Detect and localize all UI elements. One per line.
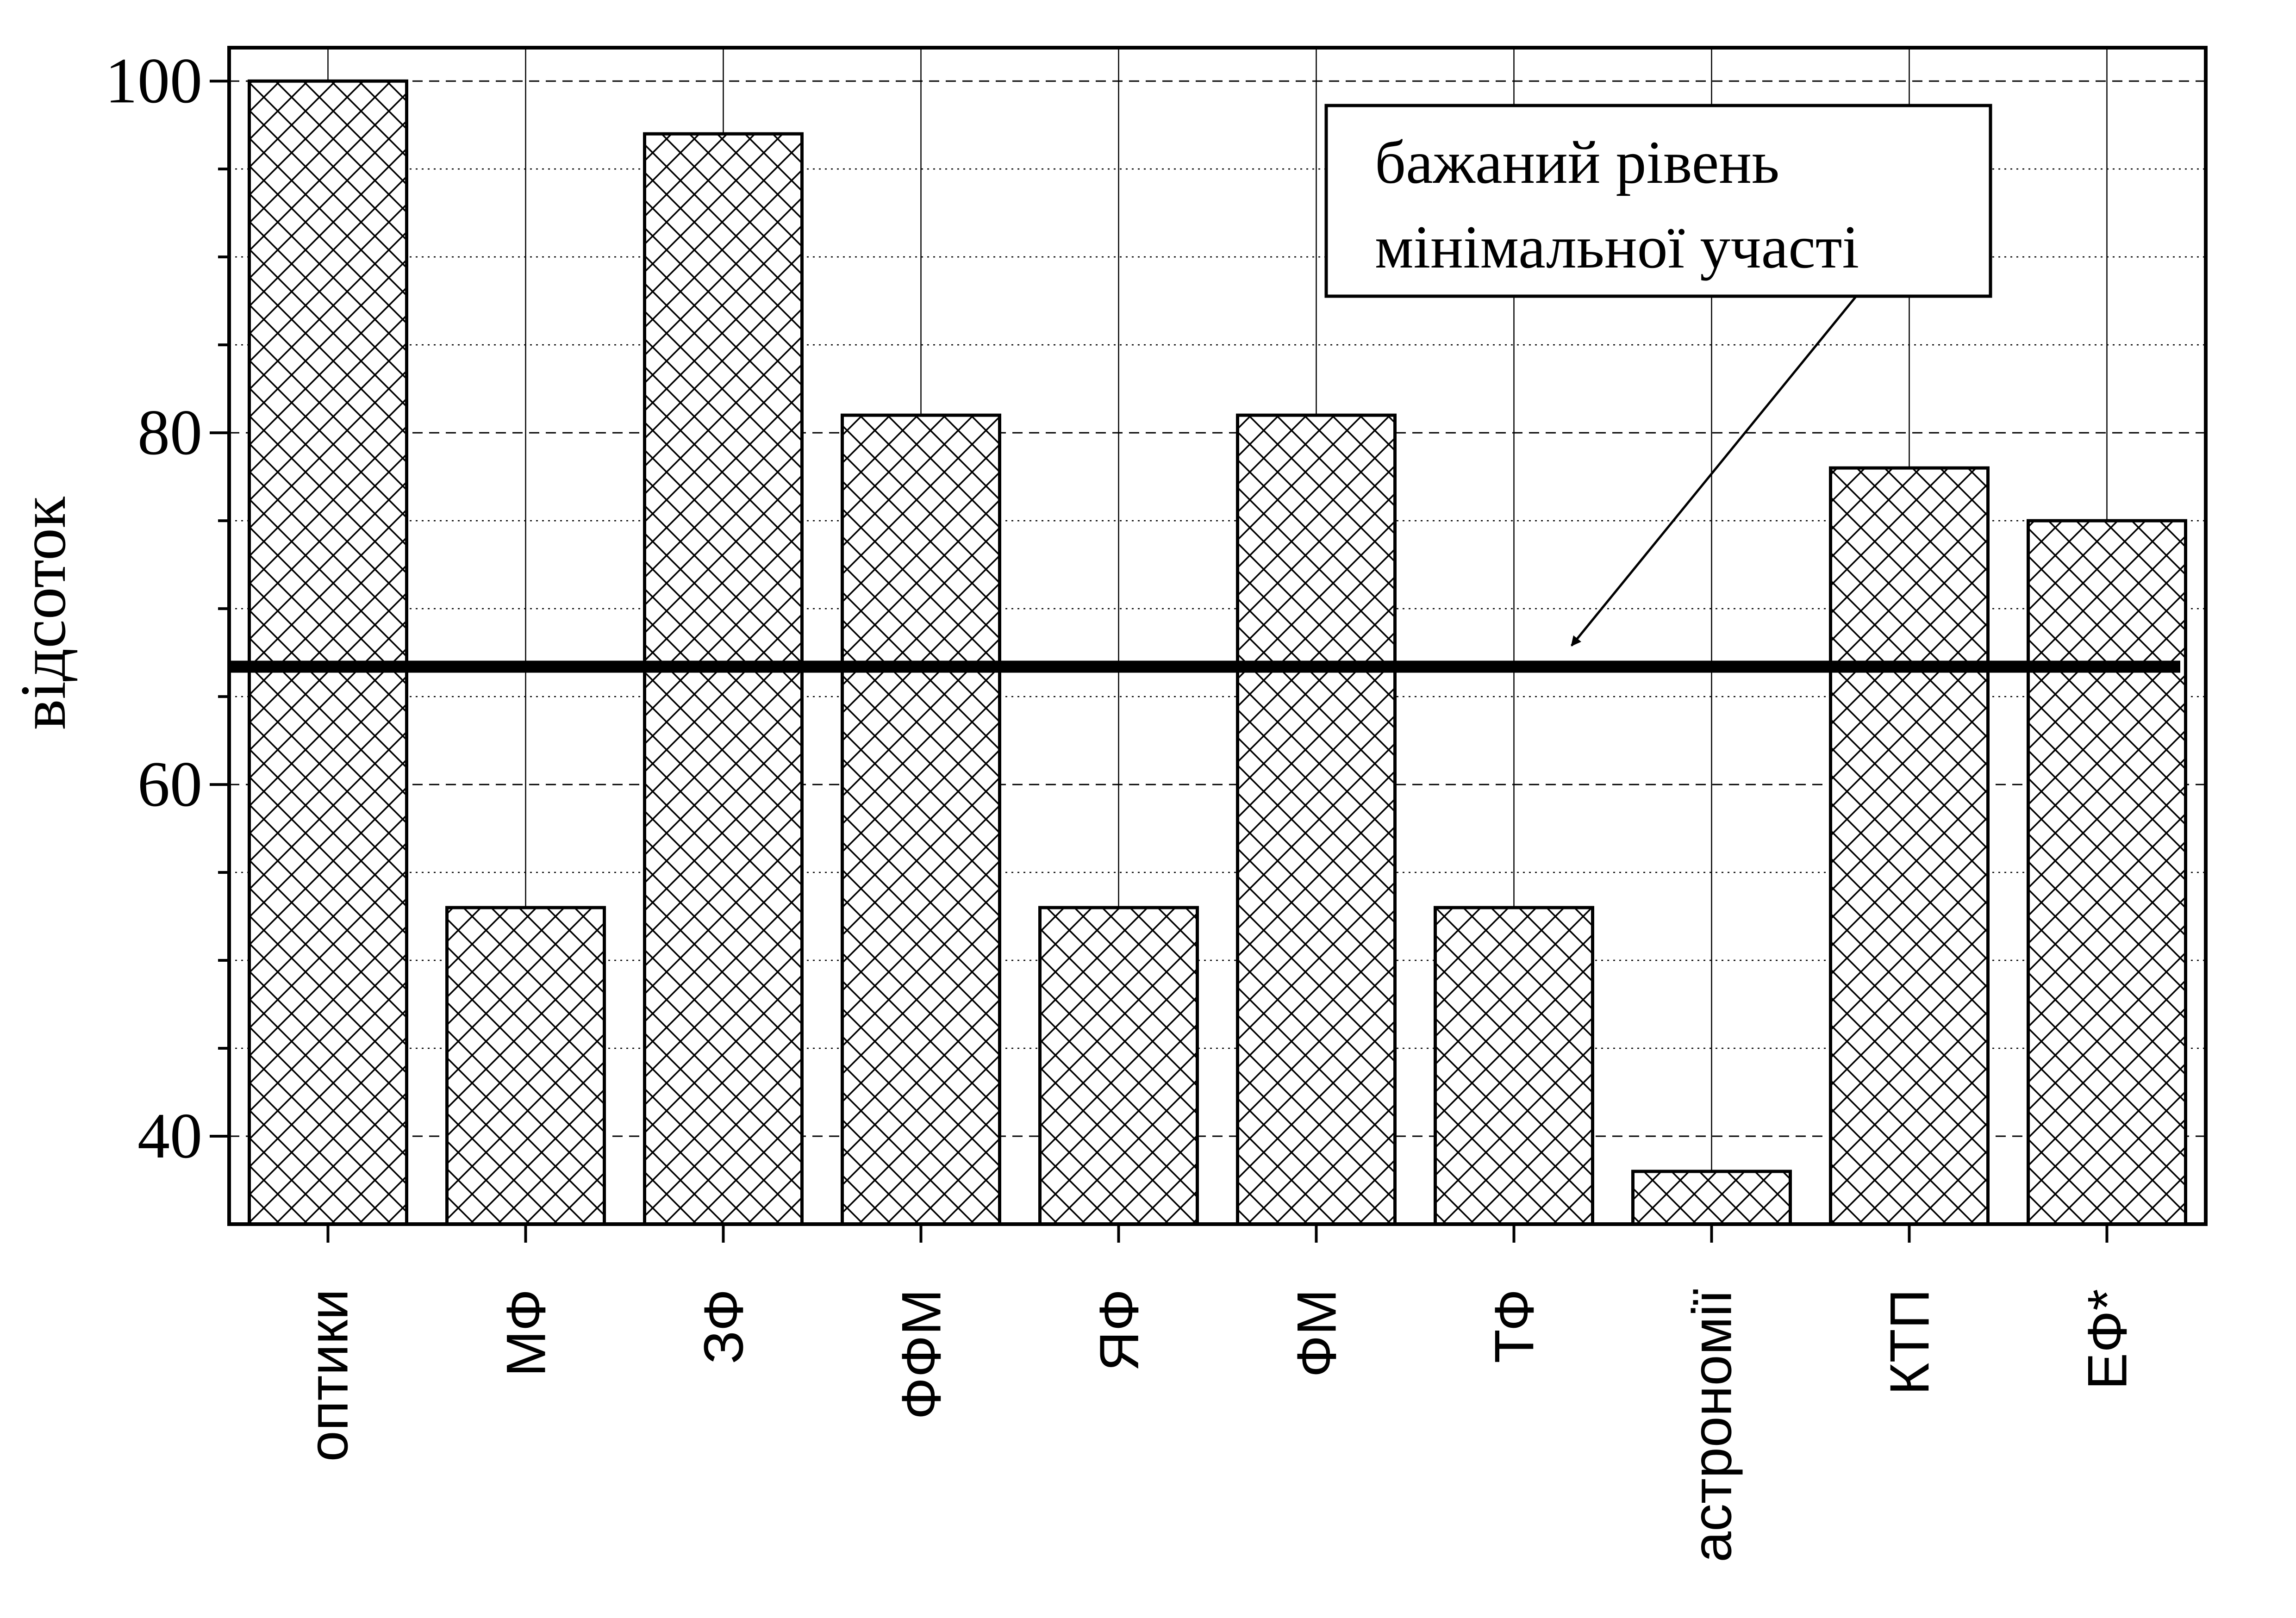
bar-hatch-8 bbox=[1631, 1170, 1792, 1226]
x-tick-label: оптики bbox=[298, 1289, 360, 1462]
annotation-arrow bbox=[1571, 295, 1857, 647]
x-tick-label: ЯФ bbox=[1088, 1289, 1150, 1371]
bar-hatch-3 bbox=[643, 132, 804, 1226]
axes bbox=[227, 46, 2208, 1226]
bar-hatch-9 bbox=[1829, 466, 1990, 1226]
plot-frame bbox=[227, 46, 2208, 1226]
y-tick-label: 80 bbox=[137, 397, 202, 468]
bar-hatch-4 bbox=[841, 413, 1001, 1226]
x-tick-label: ТФ bbox=[1484, 1289, 1546, 1363]
bar-hatch-5 bbox=[1038, 906, 1199, 1226]
bar-hatch-10 bbox=[2027, 519, 2187, 1226]
bar-hatch-1 bbox=[248, 79, 408, 1226]
bar-hatch-6 bbox=[1236, 413, 1397, 1226]
annotation-line-1: бажаний рівень bbox=[1375, 128, 1779, 196]
bar-hatch-2 bbox=[445, 906, 606, 1226]
annotation-line-2: мінімальної участі bbox=[1375, 213, 1859, 281]
x-tick-label: ЗФ bbox=[693, 1289, 755, 1364]
x-tick-label: ЕФ* bbox=[2077, 1289, 2139, 1390]
x-tick-label: ФМ bbox=[1286, 1289, 1348, 1377]
y-tick-label: 40 bbox=[137, 1100, 202, 1172]
y-tick-label: 100 bbox=[105, 45, 202, 117]
bars bbox=[248, 79, 2187, 1226]
annotation-frame bbox=[1324, 104, 1992, 298]
bar-hatch-7 bbox=[1434, 906, 1594, 1226]
x-tick-label: ФФМ bbox=[891, 1289, 953, 1419]
x-tick-label: МФ bbox=[495, 1289, 557, 1377]
annotation-box: бажаний рівень мінімальної участі bbox=[1324, 104, 1992, 298]
x-tick-label: астрономії bbox=[1681, 1289, 1743, 1562]
y-axis-label: відсоток bbox=[7, 496, 79, 730]
ticks: 40 60 80 100 оптики МФ ЗФ ФФМ ЯФ ФМ ТФ астрономії КТ… bbox=[105, 45, 2139, 1562]
x-tick-label: КТП bbox=[1879, 1289, 1941, 1395]
y-tick-label: 60 bbox=[137, 748, 202, 820]
